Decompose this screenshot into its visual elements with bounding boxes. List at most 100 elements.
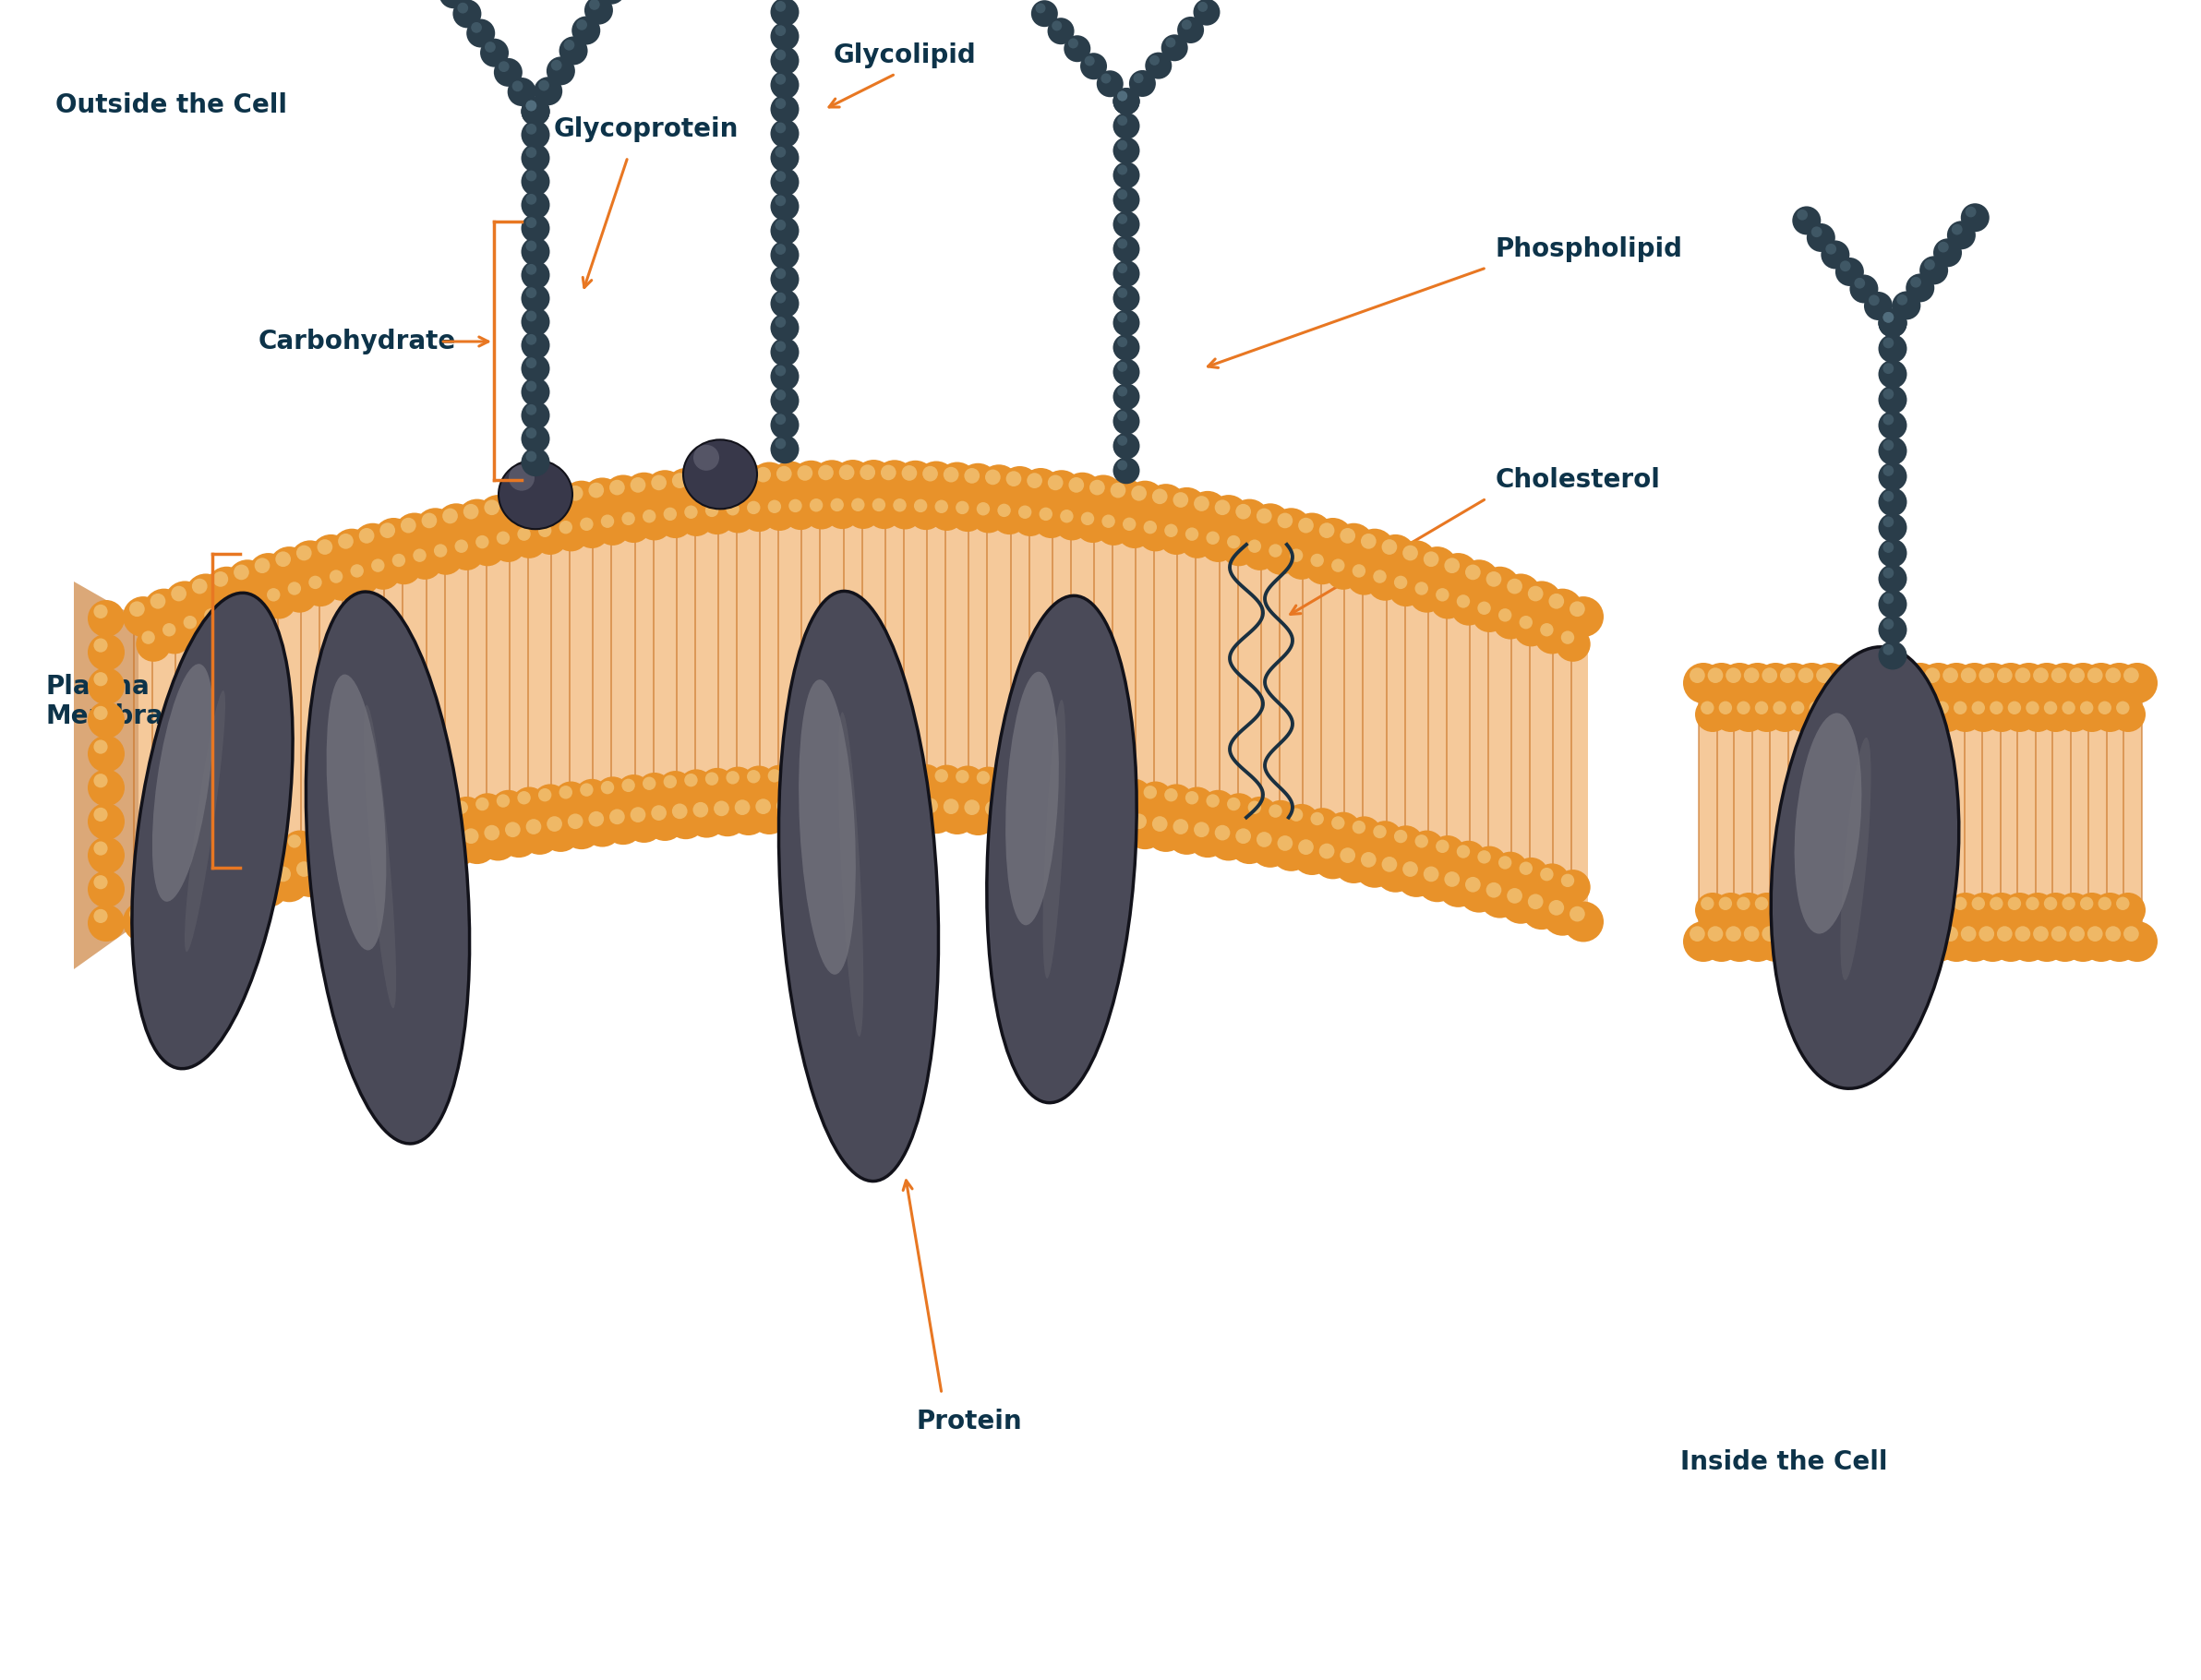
Circle shape — [458, 499, 497, 539]
Circle shape — [1114, 113, 1140, 139]
Circle shape — [1961, 926, 1976, 941]
Circle shape — [1164, 524, 1178, 538]
Circle shape — [1877, 412, 1906, 440]
Circle shape — [1882, 388, 1893, 400]
Circle shape — [526, 193, 537, 205]
Circle shape — [359, 528, 374, 543]
Circle shape — [1118, 361, 1127, 371]
Circle shape — [1373, 825, 1387, 838]
Circle shape — [720, 497, 755, 533]
Circle shape — [1833, 667, 1849, 684]
Circle shape — [1732, 892, 1765, 927]
Ellipse shape — [152, 664, 213, 902]
Circle shape — [526, 287, 537, 297]
Circle shape — [401, 517, 416, 533]
Circle shape — [663, 507, 676, 521]
Circle shape — [1012, 769, 1048, 805]
Circle shape — [240, 590, 275, 625]
Circle shape — [1118, 460, 1127, 470]
Circle shape — [2056, 892, 2091, 927]
Circle shape — [1145, 786, 1158, 800]
Circle shape — [1332, 559, 1345, 573]
Circle shape — [1750, 697, 1785, 732]
Circle shape — [1118, 139, 1127, 150]
Circle shape — [1910, 277, 1921, 287]
Circle shape — [1318, 522, 1334, 538]
Circle shape — [522, 121, 550, 150]
Circle shape — [1486, 571, 1501, 586]
Circle shape — [1822, 892, 1858, 927]
Circle shape — [957, 464, 999, 504]
Circle shape — [381, 843, 396, 858]
Circle shape — [1990, 897, 2003, 911]
Circle shape — [563, 40, 574, 50]
Circle shape — [1499, 608, 1512, 622]
Circle shape — [1853, 667, 1869, 684]
Circle shape — [198, 605, 233, 640]
Circle shape — [770, 314, 799, 343]
Circle shape — [872, 499, 885, 511]
Circle shape — [225, 601, 238, 615]
Circle shape — [775, 123, 786, 133]
Circle shape — [2014, 926, 2032, 941]
Circle shape — [2007, 897, 2021, 911]
Circle shape — [526, 264, 537, 276]
Circle shape — [735, 800, 751, 815]
Circle shape — [282, 830, 317, 865]
Circle shape — [861, 465, 876, 480]
Ellipse shape — [1794, 712, 1862, 934]
Circle shape — [1811, 227, 1822, 237]
Circle shape — [1869, 294, 1880, 306]
Circle shape — [1114, 334, 1140, 361]
Circle shape — [1556, 627, 1591, 662]
Circle shape — [266, 588, 280, 601]
Circle shape — [775, 244, 786, 255]
Circle shape — [770, 119, 799, 148]
Circle shape — [1466, 564, 1481, 580]
Circle shape — [1118, 116, 1127, 126]
Circle shape — [1871, 926, 1886, 941]
Ellipse shape — [986, 596, 1136, 1102]
Circle shape — [1996, 667, 2012, 684]
Ellipse shape — [1043, 699, 1065, 978]
Circle shape — [1083, 475, 1123, 516]
Circle shape — [165, 889, 205, 929]
Circle shape — [1402, 862, 1417, 877]
Circle shape — [1877, 360, 1906, 388]
Circle shape — [136, 870, 172, 904]
Circle shape — [775, 171, 786, 181]
Circle shape — [854, 460, 894, 501]
Circle shape — [458, 823, 497, 864]
Circle shape — [1360, 852, 1376, 867]
Circle shape — [645, 470, 685, 511]
Circle shape — [1930, 892, 1965, 927]
Circle shape — [1917, 664, 1959, 704]
Circle shape — [629, 806, 645, 823]
Circle shape — [1318, 843, 1334, 858]
Circle shape — [1527, 586, 1543, 601]
Circle shape — [456, 539, 469, 553]
Circle shape — [429, 800, 462, 835]
Circle shape — [1340, 848, 1356, 864]
Circle shape — [497, 816, 539, 857]
Circle shape — [533, 519, 568, 554]
Circle shape — [372, 816, 385, 830]
Circle shape — [1459, 559, 1499, 600]
Circle shape — [874, 793, 916, 833]
Circle shape — [1719, 701, 1732, 714]
Circle shape — [1100, 74, 1112, 84]
Circle shape — [944, 798, 960, 815]
Circle shape — [1089, 810, 1105, 825]
Circle shape — [374, 517, 414, 558]
Circle shape — [770, 0, 799, 2]
Circle shape — [1138, 516, 1173, 551]
Circle shape — [574, 514, 610, 548]
Circle shape — [1701, 701, 1715, 714]
Circle shape — [1076, 507, 1109, 543]
Circle shape — [1864, 897, 1877, 911]
Circle shape — [508, 77, 537, 106]
Circle shape — [207, 566, 247, 606]
Circle shape — [1519, 615, 1532, 628]
Circle shape — [352, 522, 394, 564]
Circle shape — [1048, 475, 1063, 491]
